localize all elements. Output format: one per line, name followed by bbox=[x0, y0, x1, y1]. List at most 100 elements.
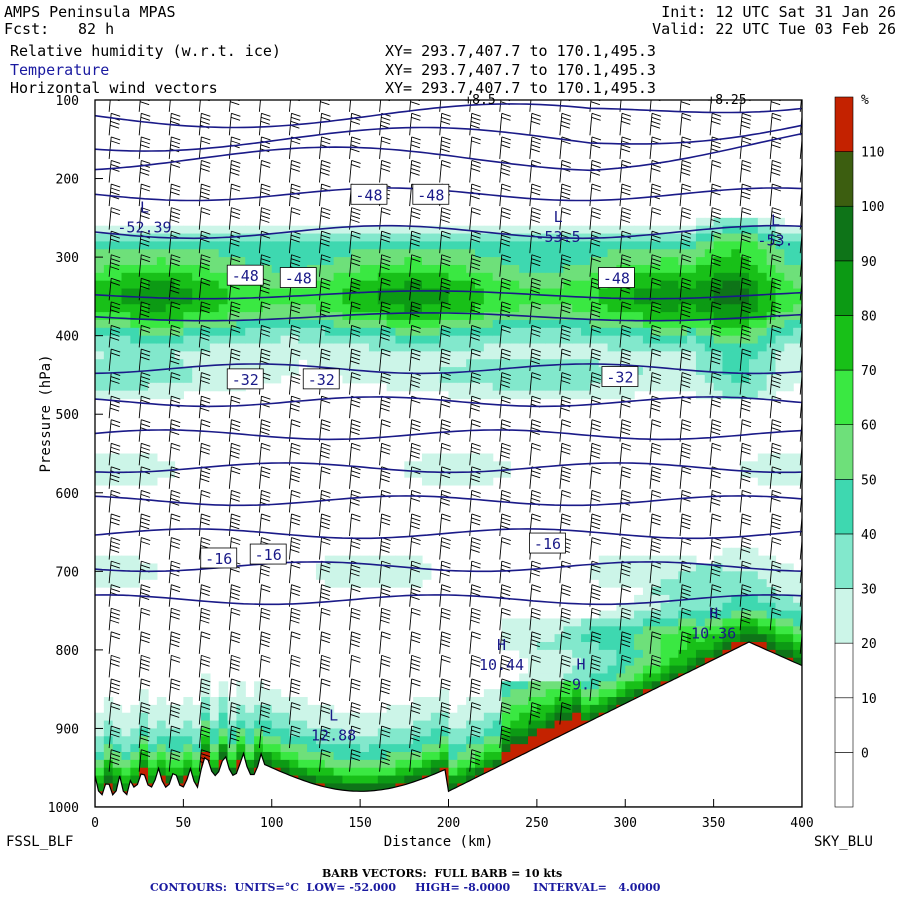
wind-barb-flag bbox=[290, 493, 301, 498]
wind-barb-flag bbox=[140, 215, 150, 219]
wind-barb bbox=[228, 100, 231, 112]
rh-cell bbox=[192, 351, 202, 360]
rh-cell bbox=[368, 374, 379, 384]
wind-barb-flag bbox=[411, 517, 421, 522]
rh-cell bbox=[713, 642, 724, 651]
rh-cell bbox=[95, 783, 105, 792]
rh-cell bbox=[368, 783, 379, 792]
wind-barb-flag bbox=[230, 164, 241, 168]
wind-barb-flag bbox=[471, 258, 481, 263]
wind-barb bbox=[379, 348, 383, 372]
wind-barb-flag bbox=[231, 395, 241, 400]
rh-cell bbox=[192, 367, 202, 376]
rh-cell bbox=[722, 367, 732, 376]
rh-cell bbox=[704, 649, 715, 659]
rh-cell bbox=[368, 272, 379, 282]
wind-barb-flag bbox=[291, 607, 301, 612]
wind-barb-flag bbox=[411, 328, 421, 333]
rh-cell bbox=[598, 681, 609, 690]
rh-cell bbox=[519, 335, 529, 345]
rh-cell bbox=[660, 382, 671, 392]
rh-cell bbox=[218, 257, 229, 266]
wind-barb bbox=[168, 631, 172, 654]
wind-barb bbox=[228, 631, 232, 654]
wind-barb-flag bbox=[170, 643, 180, 648]
rh-cell bbox=[386, 728, 397, 737]
wind-barb-flag bbox=[110, 615, 120, 620]
wind-barb bbox=[228, 513, 232, 537]
wind-barb-flag bbox=[351, 470, 361, 475]
rh-cell bbox=[139, 257, 149, 266]
rh-cell bbox=[554, 618, 564, 627]
wind-barb bbox=[319, 160, 322, 183]
wind-barb-flag bbox=[141, 489, 151, 494]
wind-barb-flag bbox=[411, 611, 421, 616]
wind-barb bbox=[409, 231, 413, 254]
rh-cell bbox=[501, 720, 511, 730]
rh-cell bbox=[439, 697, 450, 706]
rh-cell bbox=[492, 296, 503, 305]
wind-barb-flag bbox=[110, 545, 120, 549]
rh-cell bbox=[634, 351, 644, 360]
rh-cell bbox=[254, 704, 264, 714]
rh-cell bbox=[775, 296, 785, 305]
rh-cell bbox=[156, 720, 167, 730]
rh-cell bbox=[307, 351, 317, 360]
rh-cell bbox=[209, 752, 220, 761]
rh-cell bbox=[156, 241, 167, 250]
rh-cell bbox=[634, 319, 644, 329]
rh-cell bbox=[103, 382, 114, 392]
rh-cell bbox=[448, 461, 458, 470]
wind-barb-flag bbox=[380, 403, 391, 408]
rh-cell bbox=[475, 461, 485, 470]
rh-cell bbox=[209, 288, 220, 297]
rh-cell bbox=[448, 272, 458, 282]
rh-cell bbox=[377, 752, 388, 761]
rh-cell bbox=[130, 555, 140, 565]
wind-barb-flag bbox=[201, 678, 211, 683]
rh-cell bbox=[95, 335, 105, 345]
rh-cell bbox=[368, 571, 379, 580]
rh-cell bbox=[642, 594, 653, 604]
wind-barb-flag bbox=[381, 442, 391, 447]
wind-barb-flag bbox=[321, 281, 331, 286]
wind-barb-flag bbox=[111, 160, 121, 164]
wind-barb-flag bbox=[380, 309, 391, 314]
rh-cell bbox=[121, 759, 131, 769]
rh-cell bbox=[413, 571, 423, 580]
rh-cell bbox=[660, 610, 671, 620]
rh-cell bbox=[642, 264, 653, 274]
rh-cell bbox=[183, 736, 193, 745]
rh-cell bbox=[607, 249, 618, 258]
rh-cell bbox=[740, 304, 750, 313]
rh-cell bbox=[271, 704, 282, 714]
rh-cell bbox=[642, 626, 653, 635]
rh-cell bbox=[528, 359, 538, 368]
rh-cell bbox=[280, 736, 291, 745]
rh-cell bbox=[307, 327, 317, 337]
rh-cell bbox=[236, 681, 246, 690]
rh-cell bbox=[404, 704, 414, 714]
rh-cell bbox=[651, 241, 662, 250]
rh-cell bbox=[704, 280, 715, 290]
rh-cell bbox=[740, 288, 750, 297]
wind-barb-flag bbox=[320, 737, 330, 742]
rh-cell bbox=[510, 634, 520, 643]
rh-cell bbox=[413, 272, 423, 282]
wind-barb bbox=[349, 301, 353, 324]
rh-cell bbox=[342, 296, 352, 305]
wind-barb bbox=[379, 678, 383, 701]
rh-cell bbox=[130, 359, 140, 368]
rh-cell bbox=[289, 304, 299, 313]
wind-barb-flag bbox=[381, 258, 391, 263]
rh-cell bbox=[775, 618, 785, 627]
rh-cell bbox=[254, 689, 264, 698]
rh-cell bbox=[510, 618, 520, 627]
rh-cell bbox=[704, 319, 715, 329]
rh-cell bbox=[660, 280, 671, 290]
rh-cell bbox=[722, 280, 732, 290]
rh-cell bbox=[448, 469, 458, 478]
wind-barb-flag bbox=[110, 474, 120, 479]
rh-cell bbox=[289, 249, 299, 258]
rh-cell bbox=[271, 736, 282, 745]
